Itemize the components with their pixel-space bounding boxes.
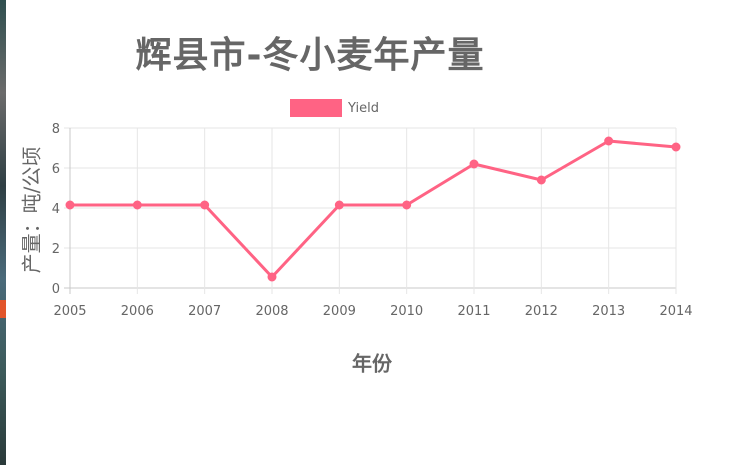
data-point <box>536 175 546 185</box>
x-tick-label: 2005 <box>53 304 86 319</box>
data-point <box>469 159 479 169</box>
x-tick-label: 2008 <box>255 304 288 319</box>
x-tick-label: 2013 <box>592 304 625 319</box>
y-tick-label: 0 <box>52 282 60 297</box>
data-point <box>132 200 142 210</box>
x-tick-label: 2010 <box>390 304 423 319</box>
y-tick-label: 4 <box>52 202 60 217</box>
x-tick-label: 2009 <box>323 304 356 319</box>
data-point <box>267 272 277 282</box>
y-tick-label: 2 <box>52 242 60 257</box>
x-tick-label: 2011 <box>457 304 490 319</box>
chart-title: 辉县市-冬小麦年产量 <box>135 35 485 76</box>
legend-swatch <box>290 99 342 117</box>
data-point <box>604 136 614 146</box>
legend[interactable]: Yield <box>290 98 379 118</box>
y-tick-label: 6 <box>52 162 60 177</box>
data-point <box>200 200 210 210</box>
background-edge-mark <box>0 300 6 318</box>
data-point <box>334 200 344 210</box>
legend-label: Yield <box>348 100 379 116</box>
data-point <box>671 142 681 152</box>
x-axis-title: 年份 <box>352 351 392 376</box>
x-tick-label: 2006 <box>121 304 154 319</box>
data-point <box>402 200 412 210</box>
background-edge <box>0 0 6 465</box>
y-tick-label: 8 <box>52 122 60 137</box>
x-tick-label: 2012 <box>525 304 558 319</box>
x-tick-label: 2014 <box>659 304 692 319</box>
data-point <box>65 200 75 210</box>
x-tick-label: 2007 <box>188 304 221 319</box>
series-line-yield <box>70 139 677 279</box>
